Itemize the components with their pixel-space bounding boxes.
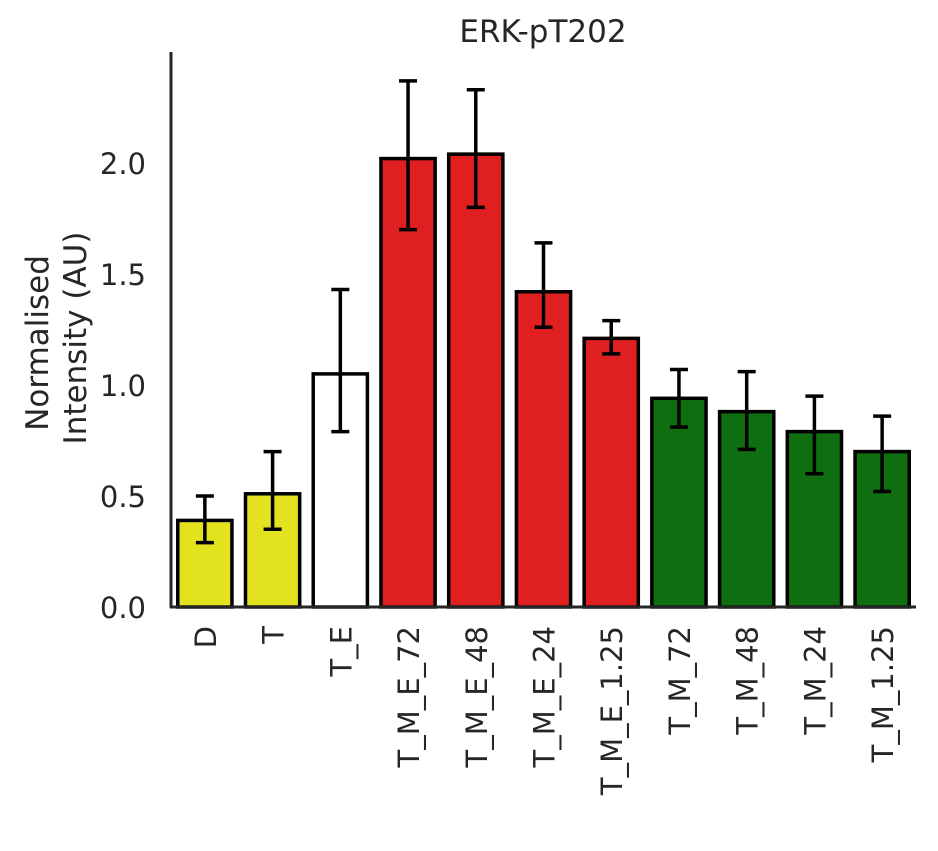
bar-T_M_72 xyxy=(650,396,708,609)
x-tick-label-T_M_1.25: T_M_1.25 xyxy=(866,626,900,763)
x-tick-label-T_M_E_48: T_M_E_48 xyxy=(460,626,494,768)
x-tick-label-T_M_48: T_M_48 xyxy=(731,626,765,736)
y-tick-label-0.5: 0.5 xyxy=(100,480,146,514)
x-tick-label-T_M_E_1.25: T_M_E_1.25 xyxy=(595,626,629,796)
error-bars-group xyxy=(195,79,892,545)
y-tick-label-0.0: 0.0 xyxy=(100,591,146,625)
chart-title: ERK-pT202 xyxy=(459,14,626,50)
x-tick-label-D: D xyxy=(189,626,223,648)
x-tick-label-T_M_E_72: T_M_E_72 xyxy=(392,626,426,768)
bars-group xyxy=(176,152,911,609)
bar-T_M_E_72 xyxy=(379,156,437,609)
y-tick-label-2.0: 2.0 xyxy=(100,147,146,181)
y-axis-label: Normalised Intensity (AU) xyxy=(20,232,94,445)
y-tick-label-1.5: 1.5 xyxy=(100,258,146,292)
bar-T_M_E_1.25 xyxy=(582,336,641,609)
x-ticks-group: D T T_E T_M_E_72 T_M_E_48 T_M_E_24 T_M_E_1.25 T… xyxy=(189,626,900,796)
y-ticks-group: 0.0 0.5 1.0 1.5 2.0 xyxy=(100,147,146,625)
x-tick-label-T_E: T_E xyxy=(324,626,358,678)
y-axis-label-line-1: Normalised xyxy=(20,255,56,431)
y-axis-label-line-2: Intensity (AU) xyxy=(58,232,94,445)
x-tick-label-T_M_E_24: T_M_E_24 xyxy=(528,626,562,768)
bar-T_M_E_48 xyxy=(446,152,505,609)
x-tick-label-T: T xyxy=(257,626,291,645)
y-tick-label-1.0: 1.0 xyxy=(100,369,146,403)
x-tick-label-T_M_72: T_M_72 xyxy=(663,626,697,736)
bar-T_M_E_24 xyxy=(514,290,573,609)
x-tick-label-T_M_24: T_M_24 xyxy=(798,626,832,736)
